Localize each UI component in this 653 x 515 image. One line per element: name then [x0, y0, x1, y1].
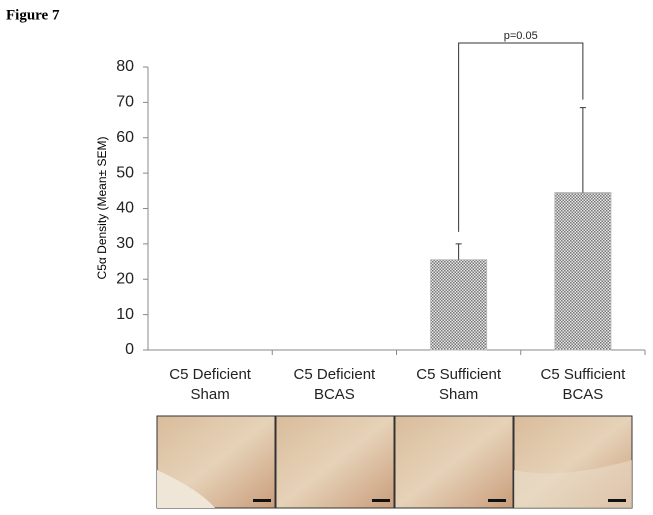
error-bar — [455, 243, 462, 260]
micrographs — [156, 415, 633, 509]
error-bar — [579, 107, 586, 193]
x-tick-label: C5 Sufficient Sham — [416, 366, 502, 403]
x-tick-label: C5 Deficient Sham — [169, 366, 251, 403]
bar — [430, 259, 488, 351]
y-tick-label: 70 — [116, 94, 134, 111]
y-tick-label: 80 — [116, 58, 134, 75]
bar — [554, 192, 612, 351]
y-axis-label: C5α Density (Mean± SEM) — [95, 137, 109, 280]
y-tick-label: 20 — [116, 270, 134, 287]
significance-bracket — [458, 42, 584, 232]
y-tick-label: 10 — [116, 306, 134, 323]
x-tick-label: C5 Deficient BCAS — [293, 366, 376, 403]
y-tick-label: 0 — [125, 341, 134, 358]
x-tick-label: C5 Sufficient BCAS — [540, 366, 626, 403]
y-tick-label: 30 — [116, 235, 134, 252]
y-tick-label: 60 — [116, 129, 134, 146]
y-tick-label: 50 — [116, 164, 134, 181]
y-tick-label: 40 — [116, 200, 134, 217]
annotation: p=0.05 — [504, 30, 538, 42]
figure-label: Figure 7 — [6, 7, 60, 23]
